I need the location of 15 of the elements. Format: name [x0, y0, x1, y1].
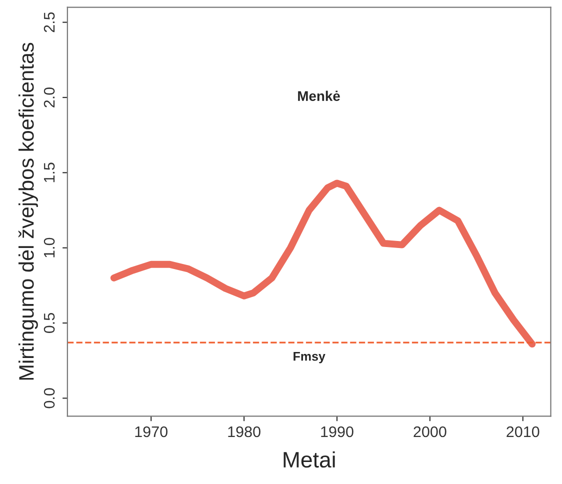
x-tick-label: 1970 [135, 426, 168, 438]
annotation: Menkė [298, 90, 340, 101]
x-tick-label: 1990 [321, 426, 354, 438]
x-axis-title: Metai [284, 451, 335, 468]
y-tick-label: 0.5 [44, 313, 55, 334]
y-tick-label: 2.0 [44, 87, 55, 108]
x-tick-label: 2000 [414, 426, 446, 438]
x-tick-label: 1980 [228, 426, 260, 438]
y-tick-label: 1.0 [44, 238, 55, 258]
ref-line-label: Fmsy [294, 352, 326, 364]
x-tick-label: 2010 [506, 426, 540, 438]
y-axis-title: Mirtingumo dėl žvejybos koeficientas [18, 42, 38, 380]
y-tick-label: 0.0 [44, 388, 55, 408]
y-tick-label: 2.5 [44, 12, 55, 32]
y-tick-label: 1.5 [44, 162, 55, 182]
